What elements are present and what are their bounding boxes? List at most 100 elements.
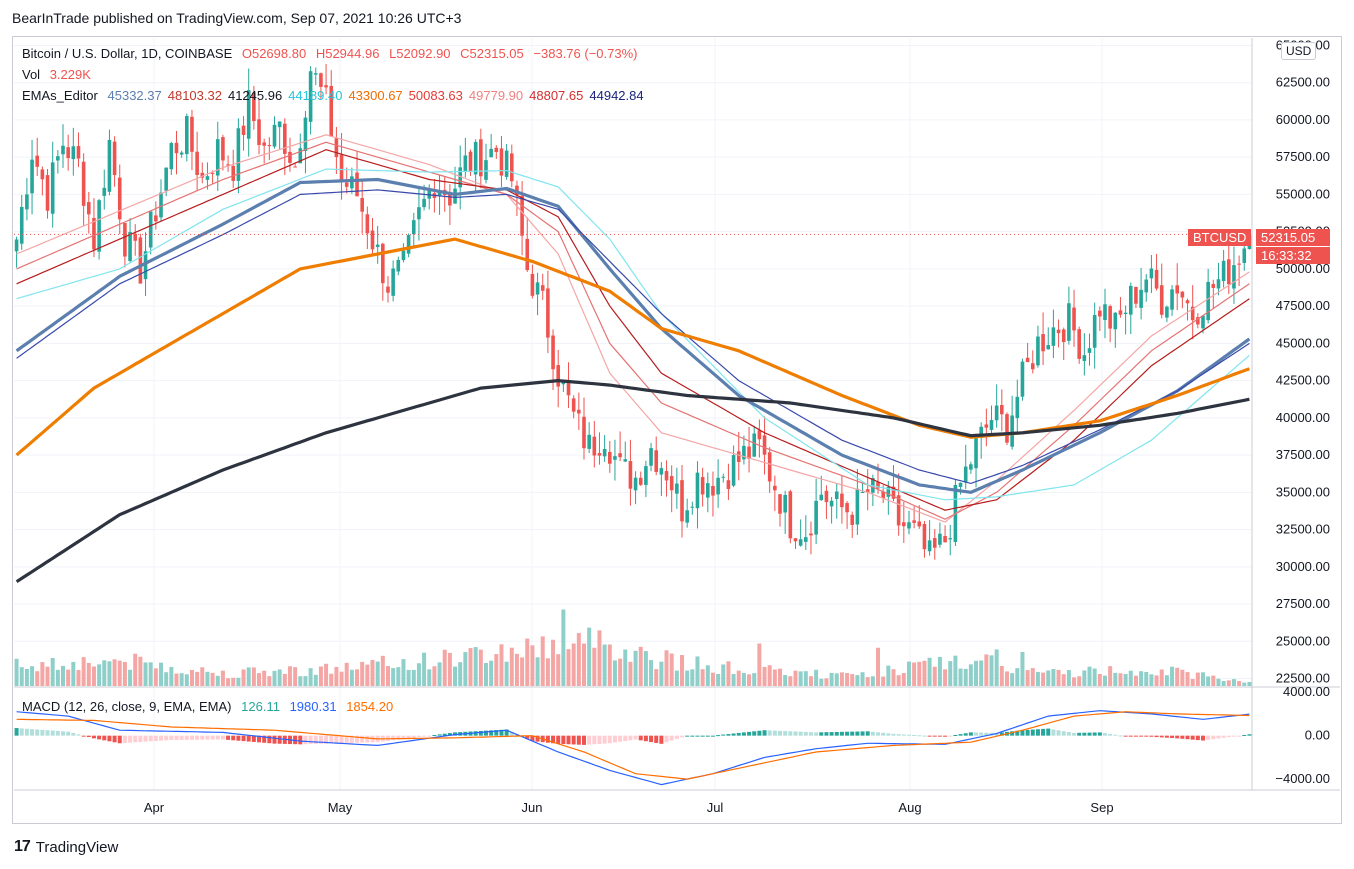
macd-histogram-bar: [901, 734, 906, 736]
ema-values: 45332.37 48103.32 41245.96 44189.40 43300.67…: [108, 88, 650, 103]
candle-body: [1175, 285, 1180, 294]
volume-bar: [1072, 677, 1077, 686]
currency-button[interactable]: USD: [1281, 42, 1317, 60]
macd-histogram-bar: [747, 731, 752, 736]
volume-bar: [943, 669, 948, 686]
macd-histogram-bar: [1123, 735, 1128, 737]
candle-body: [788, 491, 793, 539]
candle-body: [329, 85, 334, 137]
candle-body: [602, 448, 607, 457]
volume-bar: [220, 670, 225, 686]
macd-histogram-bar: [525, 735, 530, 739]
y-tick-label: 40000.00: [1276, 410, 1330, 425]
candle-body: [19, 206, 24, 244]
candle-body: [1015, 396, 1020, 419]
volume-bar: [396, 667, 401, 686]
volume-bar: [344, 662, 349, 686]
candle-body: [1098, 310, 1102, 317]
volume-bar: [556, 654, 561, 686]
macd-histogram-bar: [494, 730, 499, 736]
candle-body: [1118, 310, 1123, 315]
signal-line: [16, 711, 1250, 780]
candle-body: [1206, 281, 1210, 321]
candle-body: [117, 177, 122, 220]
volume-bar: [1200, 672, 1205, 686]
high-value: H52944.96: [315, 46, 380, 61]
ema-line: [16, 149, 1250, 511]
volume-bar: [277, 669, 282, 686]
macd-histogram-bar: [1066, 732, 1071, 736]
candle-body: [907, 522, 911, 529]
volume-bar: [153, 668, 158, 686]
footer-brand[interactable]: 17 TradingView: [14, 838, 118, 856]
macd-histogram-bar: [360, 735, 365, 743]
main-legend: Bitcoin / U.S. Dollar, 1D, COINBASE O526…: [22, 46, 643, 61]
macd-histogram-bar: [1190, 735, 1195, 740]
candle-body: [396, 259, 401, 272]
candle-body: [97, 200, 101, 252]
volume-bar: [215, 675, 220, 686]
y-tick-label: 47500.00: [1276, 298, 1330, 313]
volume-bar: [66, 669, 71, 686]
candle-body: [262, 142, 266, 146]
volume-bar: [329, 673, 334, 686]
volume-bar: [159, 662, 164, 686]
candle-body: [375, 244, 380, 248]
macd-histogram-bar: [571, 735, 576, 745]
volume-bar: [638, 646, 643, 686]
candle-body: [437, 191, 442, 196]
volume-bar: [406, 669, 411, 686]
candle-body: [902, 522, 906, 527]
macd-histogram-bar: [50, 730, 55, 736]
candle-body: [386, 286, 390, 293]
macd-histogram-bar: [674, 735, 679, 739]
candle-body: [829, 500, 834, 507]
macd-histogram-bar: [40, 729, 45, 736]
macd-histogram-bar: [628, 735, 633, 741]
macd-histogram-bar: [762, 730, 767, 736]
volume-bar: [881, 676, 886, 686]
macd-histogram-bar: [1108, 733, 1113, 736]
macd-histogram-bar: [612, 735, 617, 743]
candle-body: [381, 243, 385, 284]
candle-body: [540, 285, 545, 291]
macd-histogram-bar: [1128, 735, 1133, 737]
macd-histogram-bar: [556, 735, 561, 744]
volume-bar: [834, 673, 839, 686]
candle-body: [1067, 303, 1071, 341]
macd-histogram-bar: [447, 733, 452, 736]
candle-body: [319, 73, 323, 87]
volume-bar: [432, 666, 437, 686]
candle-body: [958, 482, 963, 487]
volume-bar: [334, 666, 339, 686]
candle-body: [814, 500, 818, 535]
macd-histogram-bar: [1051, 729, 1056, 736]
volume-bar: [963, 668, 968, 686]
volume-bar: [1087, 666, 1092, 686]
candle-body: [30, 159, 34, 194]
volume-bar: [654, 669, 659, 686]
candle-body: [1056, 329, 1061, 334]
volume-bar: [1113, 672, 1118, 686]
volume-bar: [272, 670, 277, 686]
candle-body: [411, 220, 416, 235]
macd-histogram-bar: [896, 734, 901, 736]
ema-value: 48103.32: [167, 88, 222, 103]
volume-bar: [226, 678, 231, 686]
volume-bar: [360, 661, 365, 686]
macd-histogram-bar: [576, 735, 581, 745]
candle-body: [1061, 329, 1066, 343]
candle-body: [525, 238, 530, 271]
macd-histogram-bar: [313, 735, 318, 744]
macd-histogram-bar: [236, 735, 241, 741]
volume-bar: [251, 667, 256, 686]
candle-body: [1170, 289, 1174, 310]
candle-body: [283, 123, 287, 154]
chart-frame[interactable]: [12, 36, 1342, 824]
candle-body: [886, 487, 891, 497]
volume-bar: [1102, 675, 1107, 686]
candle-body: [324, 85, 328, 88]
x-tick-label: May: [328, 800, 353, 815]
candle-body: [773, 485, 777, 491]
